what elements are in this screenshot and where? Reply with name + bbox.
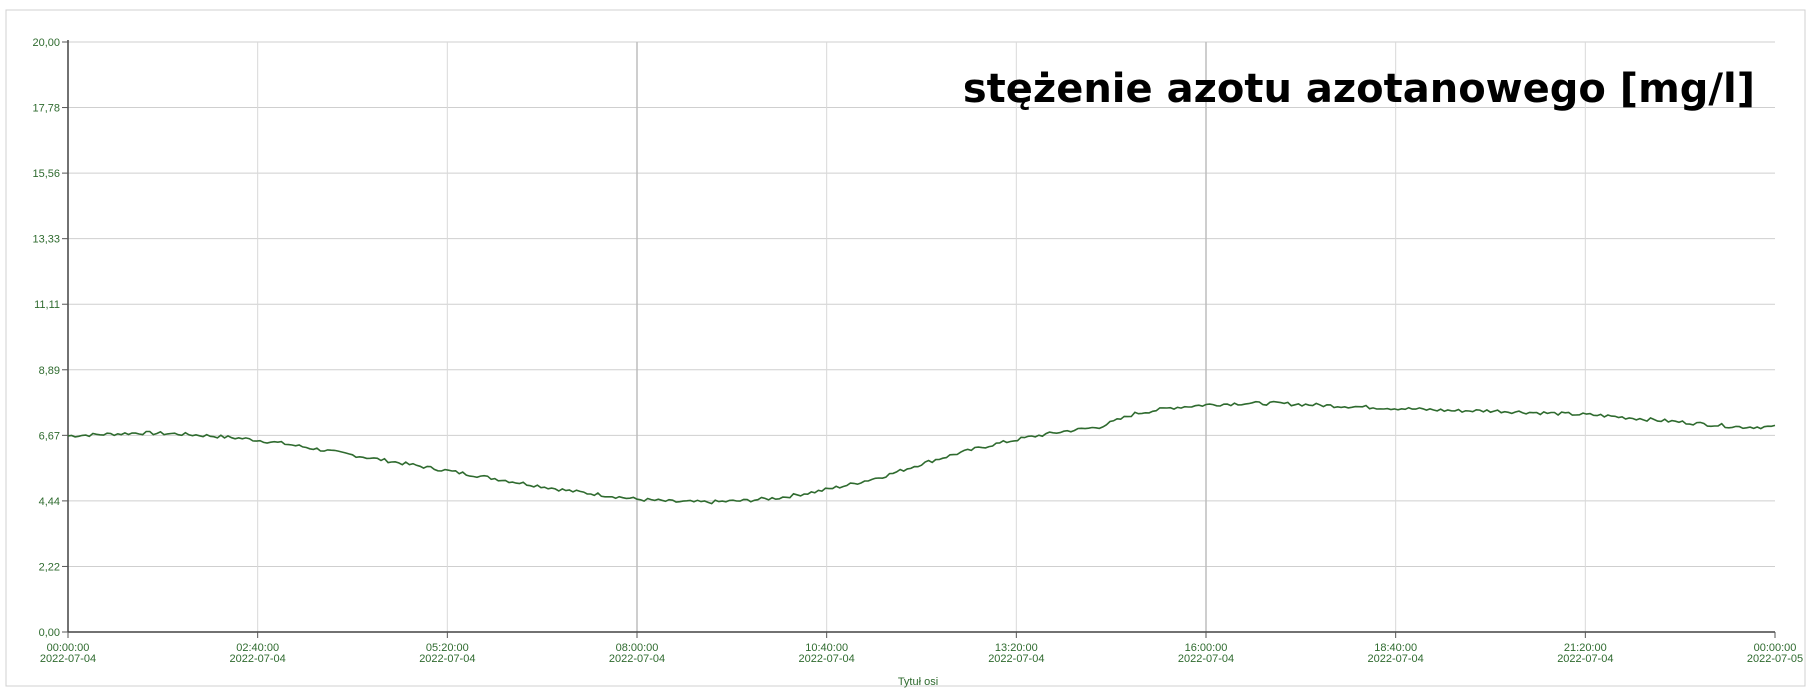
x-tick-time-label: 00:00:00 [1754,642,1797,654]
x-tick-time-label: 02:40:00 [236,642,279,654]
grid-lines [68,41,1775,632]
x-tick-time-label: 00:00:00 [47,642,90,654]
x-tick-time-label: 18:40:00 [1374,642,1417,654]
y-tick-label: 20,00 [32,37,60,49]
chart-frame [5,9,1806,687]
x-tick-date-label: 2022-07-05 [1747,653,1803,665]
chart-title: stężenie azotu azotanowego [mg/l] [963,66,1755,112]
x-tick-date-label: 2022-07-04 [419,653,475,665]
axes [5,9,1806,687]
x-tick-date-label: 2022-07-04 [1178,653,1234,665]
y-tick-label: 8,89 [39,365,60,377]
x-axis-title: Tytuł osi [898,676,938,688]
y-tick-label: 0,00 [39,627,60,639]
y-tick-label: 13,33 [32,234,60,246]
y-tick-label: 6,67 [39,430,60,442]
x-tick-time-label: 10:40:00 [805,642,848,654]
x-tick-time-label: 13:20:00 [995,642,1038,654]
y-tick-label: 11,11 [34,299,60,311]
x-tick-time-label: 16:00:00 [1185,642,1228,654]
series-group [67,400,1776,505]
y-axis-ticks: 0,00 2,22 4,44 6,67 8,89 11,11 13,33 15,56 17,78… [32,37,68,639]
x-tick-date-label: 2022-07-04 [1368,653,1424,665]
y-tick-label: 15,56 [32,168,60,180]
y-tick-label: 2,22 [39,561,60,573]
y-tick-label: 17,78 [32,103,60,115]
y-tick-label: 4,44 [39,496,60,508]
x-tick-date-label: 2022-07-04 [799,653,855,665]
x-tick-date-label: 2022-07-04 [609,653,665,665]
x-tick-time-label: 21:20:00 [1564,642,1607,654]
x-tick-date-label: 2022-07-04 [1557,653,1613,665]
x-tick-date-label: 2022-07-04 [40,653,96,665]
x-axis-ticks: 00:00:002022-07-0402:40:002022-07-0405:2… [40,632,1803,665]
series-line [67,400,1776,505]
x-tick-date-label: 2022-07-04 [988,653,1044,665]
x-tick-date-label: 2022-07-04 [230,653,286,665]
x-tick-time-label: 05:20:00 [426,642,469,654]
x-tick-time-label: 08:00:00 [616,642,659,654]
